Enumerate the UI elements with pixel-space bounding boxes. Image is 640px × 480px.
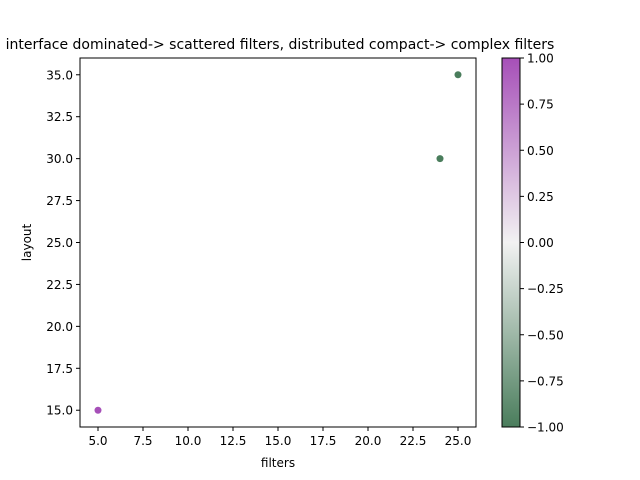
x-tick-label: 25.0 — [445, 434, 472, 448]
y-tick-label: 27.5 — [46, 194, 73, 208]
colorbar-tick-label: −0.25 — [527, 282, 564, 296]
y-tick-label: 25.0 — [46, 236, 73, 250]
y-tick-label: 17.5 — [46, 362, 73, 376]
colorbar-gradient — [501, 57, 521, 428]
x-tick-label: 12.5 — [220, 434, 247, 448]
colorbar-tick-label: 0.50 — [527, 144, 554, 158]
colorbar-tick-label: 0.25 — [527, 190, 554, 204]
y-tick-label: 22.5 — [46, 278, 73, 292]
data-point — [454, 71, 462, 79]
x-tick-label: 5.0 — [88, 434, 107, 448]
data-points — [94, 71, 462, 414]
y-tick-label: 20.0 — [46, 320, 73, 334]
y-tick-label: 32.5 — [46, 110, 73, 124]
colorbar-tick-label: −0.75 — [527, 374, 564, 388]
y-tick-label: 30.0 — [46, 152, 73, 166]
y-tick-label: 35.0 — [46, 68, 73, 82]
x-tick-label: 7.5 — [133, 434, 152, 448]
y-axis-label: layout — [20, 223, 34, 261]
plot-area: 5.0 7.5 10.0 12.5 15.0 17.5 20.0 22.5 25.0 15.01… — [46, 57, 477, 448]
colorbar-tick-label: 0.00 — [527, 236, 554, 250]
colorbar-tick-label: 0.75 — [527, 98, 554, 112]
chart-title: interface dominated-> scattered filters,… — [6, 37, 555, 53]
plot-frame — [79, 57, 477, 428]
data-point — [436, 155, 444, 163]
colorbar-tick-label: −1.00 — [527, 421, 564, 435]
colorbar-tick-label: −0.50 — [527, 328, 564, 342]
colorbar-tick-label: 1.00 — [527, 52, 554, 66]
x-tick-label: 10.0 — [175, 434, 202, 448]
x-tick-label: 22.5 — [400, 434, 427, 448]
x-tick-label: 20.0 — [355, 434, 382, 448]
x-tick-label: 15.0 — [265, 434, 292, 448]
y-axis: 15.0 17.5 20.0 22.5 25.0 27.5 30.0 32.5 35.0 — [46, 68, 80, 418]
x-axis: 5.0 7.5 10.0 12.5 15.0 17.5 20.0 22.5 25.0 — [88, 427, 471, 448]
y-tick-label: 15.0 — [46, 404, 73, 418]
x-axis-label: filters — [261, 456, 295, 470]
colorbar: −1.00 −0.75 −0.50 −0.25 0.00 0.25 0.50 0.75 1.00 — [501, 52, 564, 435]
x-tick-label: 17.5 — [310, 434, 337, 448]
colorbar-ticks: −1.00 −0.75 −0.50 −0.25 0.00 0.25 0.50 0.75 1.00 — [520, 52, 564, 435]
data-point — [94, 406, 102, 414]
